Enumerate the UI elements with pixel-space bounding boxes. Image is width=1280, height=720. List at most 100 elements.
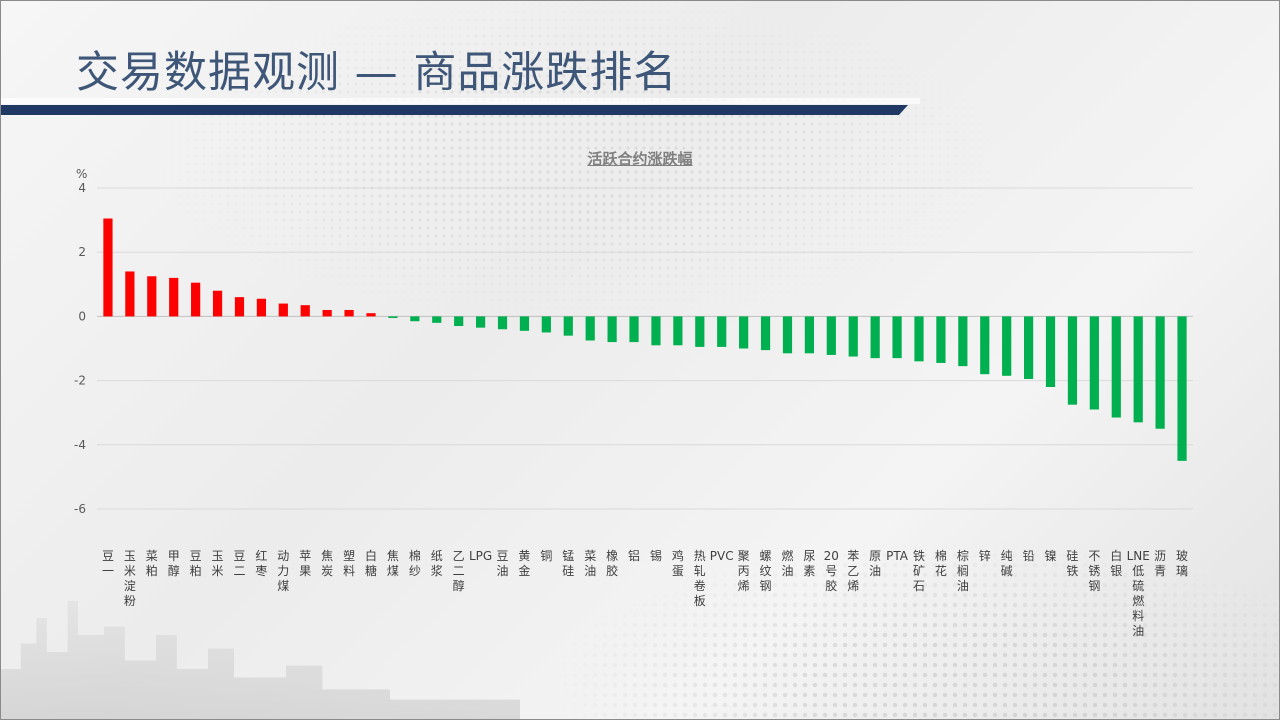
bar-苯乙烯 [848,316,858,357]
x-category-label: LPG [469,549,492,563]
bar-铅 [1023,316,1034,379]
x-category-label: 铅 [1023,549,1035,563]
x-category-label: 豆二 [233,549,245,578]
title-underline-bar [0,105,908,115]
x-category-label: 锰硅 [562,548,574,578]
x-category-label: 螺纹钢 [760,549,772,593]
bar-橡胶 [607,316,617,343]
bar-黄金 [519,316,530,331]
x-category-label: 尿素 [803,549,815,578]
x-category-label: 铁矿石 [913,549,925,593]
bar-纸浆 [432,316,442,323]
bar-白糖 [366,313,376,317]
x-category-label: 动力煤 [277,549,289,593]
y-tick-label: -6 [74,502,86,516]
y-tick-label: -2 [74,374,86,388]
bar-LNE低硫燃料油 [1133,316,1143,423]
bar-锡 [651,316,661,346]
x-category-label: 燃油 [781,548,793,578]
bar-豆粕 [191,282,201,317]
x-category-label: 棕榈油 [957,548,969,593]
y-tick-label: 2 [78,245,86,259]
x-category-label: 焦炭 [321,549,333,578]
bar-不锈钢 [1089,316,1099,410]
x-category-label: 20 号胶 [824,549,839,593]
x-category-label: 玉米 [212,549,224,578]
bar-棉花 [936,316,946,363]
x-category-label: 原油 [869,549,881,578]
y-tick-label: 0 [78,309,86,323]
bar-焦炭 [322,309,332,317]
bar-豆一 [103,218,113,317]
x-category-label: 锡 [650,548,662,563]
bar-豆二 [234,297,245,317]
bar-热轧卷板 [695,316,705,347]
bar-玉米 [212,290,223,317]
bar-聚丙烯 [739,316,749,349]
bar-硅铁 [1067,316,1078,405]
y-tick-label: 4 [78,181,86,195]
bar-苹果 [300,305,310,317]
x-category-label: 棉纱 [409,549,421,578]
x-category-label: 不锈钢 [1088,549,1100,593]
x-category-label: 豆一 [102,549,114,578]
bar-玉米淀粉 [125,271,135,317]
bar-螺纹钢 [760,316,771,351]
x-category-label: 热轧卷板 [694,549,706,608]
page-title: 交易数据观测 — 商品涨跌排名 [76,48,678,98]
x-category-label: 乙二醇 [453,549,465,593]
x-category-label: 锌 [979,549,991,563]
x-category-label: 白糖 [365,548,377,578]
x-category-label: PVC [710,549,734,563]
x-category-label: 镍 [1045,549,1057,563]
x-category-label: LNE 低硫燃料油 [1127,549,1150,638]
x-category-label: 玻璃 [1176,549,1188,578]
x-category-label: 菜粕 [146,549,158,578]
x-category-label: 棉花 [935,549,947,578]
x-category-label: 苹果 [299,549,311,578]
x-category-label: 纯碱 [1001,549,1013,578]
bar-铝 [629,316,639,343]
bar-棉纱 [410,316,420,322]
x-category-label: 白银 [1110,548,1122,578]
bar-纯碱 [1002,316,1012,376]
bar-菜油 [585,316,595,341]
x-category-label: 豆油 [497,549,509,578]
bar-红枣 [256,298,267,317]
x-category-label: 焦煤 [387,549,399,578]
bar-玻璃 [1177,316,1187,461]
x-category-label: 红枣 [255,548,267,578]
bar-鸡蛋 [673,316,683,346]
x-category-label: 橡胶 [606,549,618,578]
bar-锰硅 [563,316,573,336]
x-category-label: 鸡蛋 [672,548,684,578]
x-category-label: 甲醇 [168,549,180,578]
x-category-label: 铜 [540,548,552,563]
bar-锌 [980,316,990,375]
y-tick-label: -4 [74,438,86,452]
x-category-label: 苯乙烯 [847,549,859,593]
bar-镍 [1045,316,1056,388]
x-category-label: 铝 [628,548,640,563]
bar-甲醇 [169,277,179,317]
x-category-label: PTA [886,549,909,563]
bar-PVC [717,316,727,347]
bar-动力煤 [278,303,288,317]
x-category-label: 黄金 [518,549,530,578]
bar-沥青 [1155,316,1165,429]
bar-铁矿石 [914,316,924,362]
bar-焦煤 [388,316,398,319]
x-category-label: 菜油 [584,549,596,578]
bar-LPG [475,316,486,328]
x-category-label: 硅铁 [1066,549,1078,578]
bar-铜 [541,316,551,333]
bar-白银 [1111,316,1121,418]
chart-title: 活跃合约涨跌幅 [587,150,693,168]
bar-塑料 [344,309,354,317]
bar-乙二醇 [454,316,464,327]
title-highlight-stripe [0,98,920,104]
bar-PTA [892,316,902,359]
bar-尿素 [804,316,815,354]
